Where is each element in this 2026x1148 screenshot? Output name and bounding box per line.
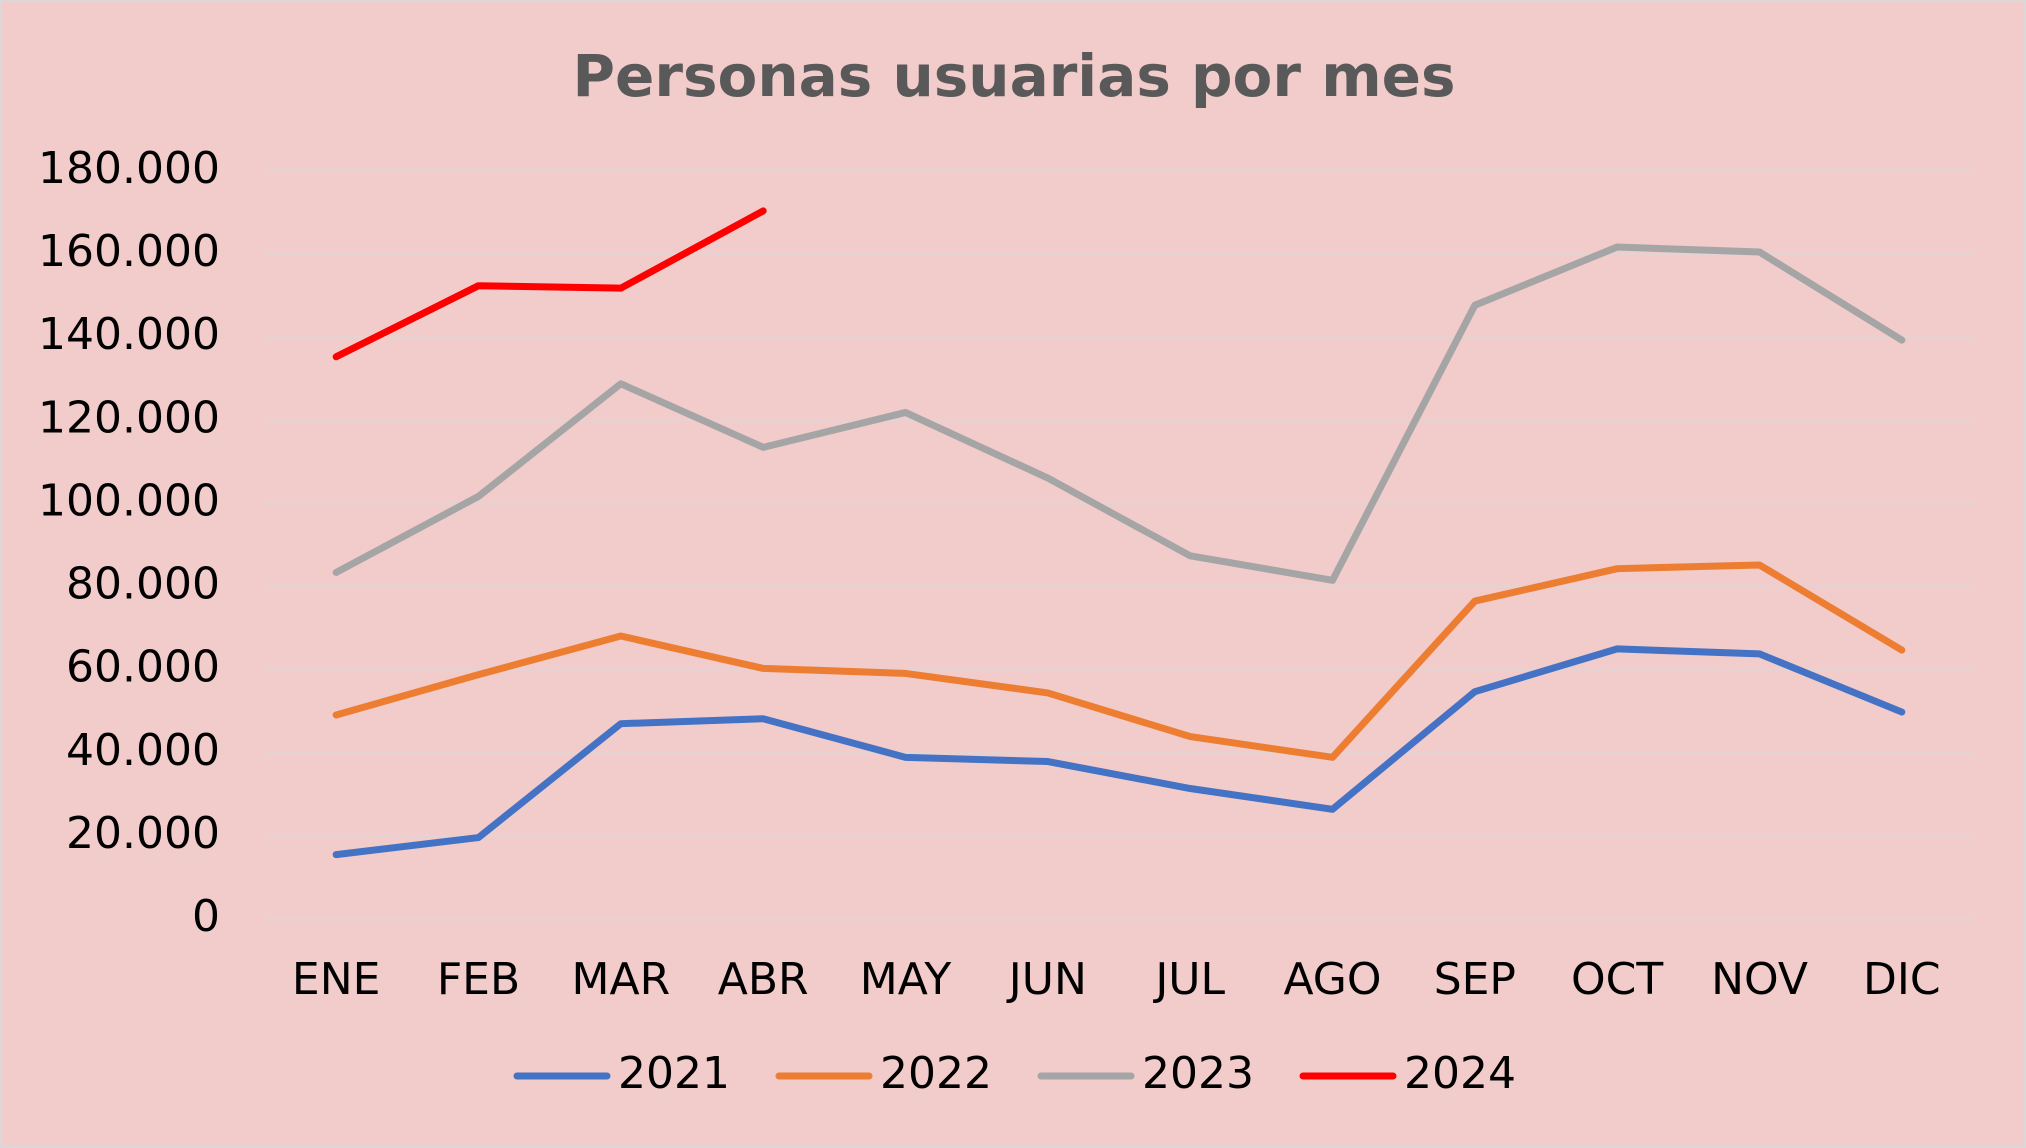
x-tick-label: AGO bbox=[1283, 954, 1381, 1005]
y-tick-label: 40.000 bbox=[66, 725, 220, 776]
series-line bbox=[332, 207, 767, 361]
y-tick-label: 80.000 bbox=[66, 559, 220, 610]
x-tick-label: FEB bbox=[437, 954, 520, 1005]
series-line bbox=[332, 645, 1906, 859]
y-tick-label: 60.000 bbox=[66, 642, 220, 693]
x-tick-label: JUL bbox=[1152, 954, 1225, 1005]
x-tick-label: NOV bbox=[1711, 954, 1808, 1005]
legend-label: 2023 bbox=[1142, 1048, 1254, 1099]
x-tick-label: DIC bbox=[1863, 954, 1941, 1005]
y-tick-label: 0 bbox=[192, 891, 220, 942]
series-line bbox=[332, 243, 1906, 584]
x-tick-label: ABR bbox=[718, 954, 809, 1005]
y-tick-label: 160.000 bbox=[38, 226, 220, 277]
chart-title: Personas usuarias por mes bbox=[573, 42, 1456, 110]
x-tick-label: OCT bbox=[1571, 954, 1663, 1005]
y-tick-label: 20.000 bbox=[66, 808, 220, 859]
y-tick-label: 140.000 bbox=[38, 309, 220, 360]
legend-label: 2022 bbox=[880, 1048, 992, 1099]
legend-label: 2024 bbox=[1404, 1048, 1516, 1099]
y-tick-label: 100.000 bbox=[38, 475, 220, 526]
x-tick-label: SEP bbox=[1434, 954, 1516, 1005]
x-tick-label: JUN bbox=[1006, 954, 1087, 1005]
y-tick-label: 180.000 bbox=[38, 143, 220, 194]
x-tick-label: ENE bbox=[292, 954, 381, 1005]
legend-label: 2021 bbox=[618, 1048, 730, 1099]
x-tick-label: MAY bbox=[860, 954, 952, 1005]
y-tick-label: 120.000 bbox=[38, 392, 220, 443]
series-line bbox=[332, 561, 1906, 761]
x-tick-label: MAR bbox=[572, 954, 671, 1005]
